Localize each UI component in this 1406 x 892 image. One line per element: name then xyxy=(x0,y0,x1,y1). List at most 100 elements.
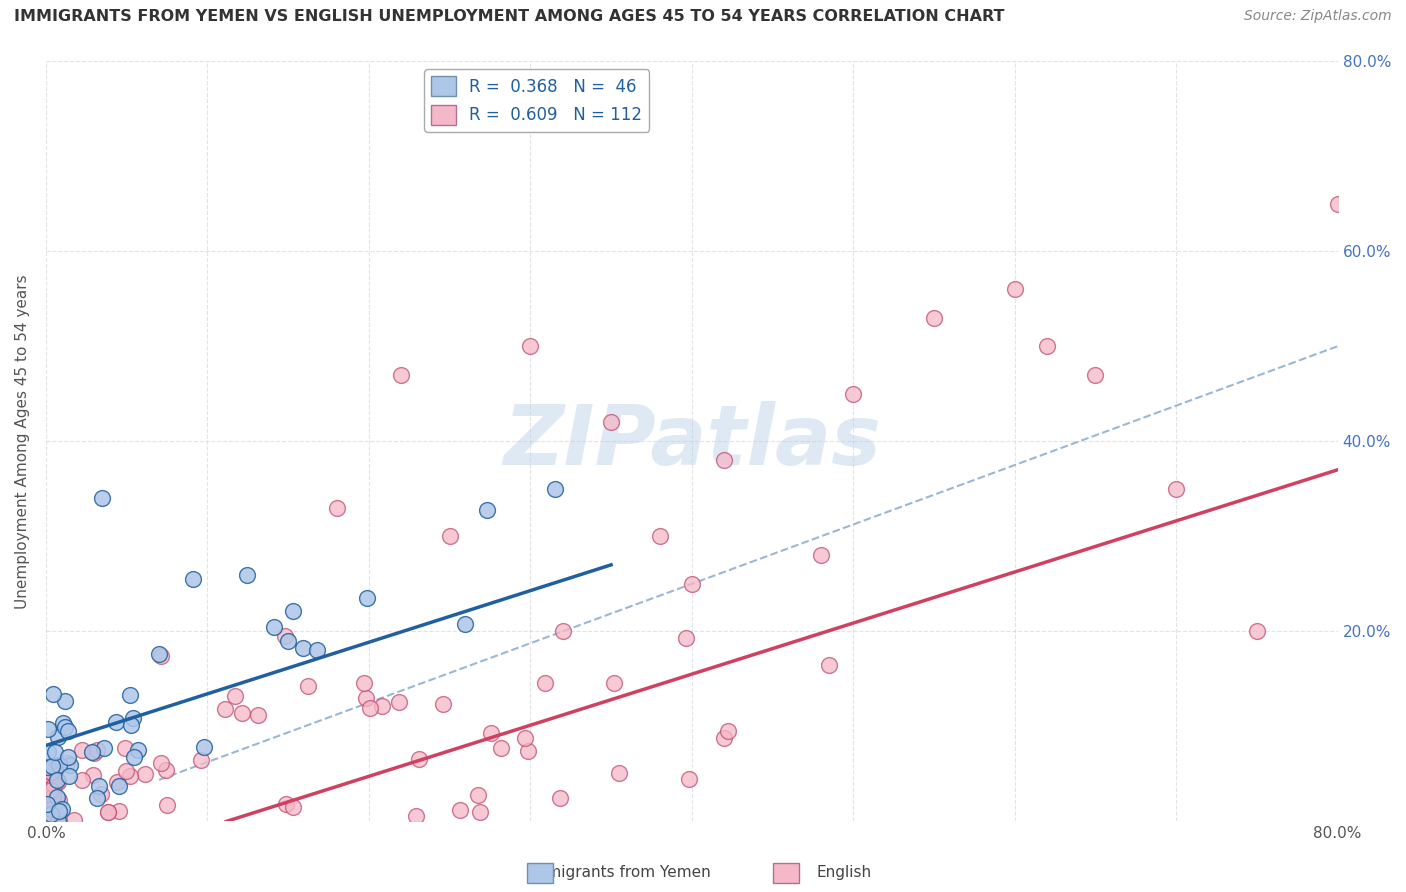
Point xyxy=(389,368,412,382)
Point xyxy=(408,752,430,766)
Point xyxy=(37,778,59,792)
Point xyxy=(713,453,735,467)
Point xyxy=(1326,196,1348,211)
Point xyxy=(1166,482,1188,496)
Point xyxy=(70,743,93,757)
Point xyxy=(277,634,299,648)
Point xyxy=(105,714,128,729)
Text: English: English xyxy=(815,864,872,880)
Point xyxy=(52,715,75,730)
Point xyxy=(56,756,79,770)
Point xyxy=(717,723,740,738)
Point xyxy=(388,695,411,709)
Point xyxy=(236,568,259,582)
Point xyxy=(276,797,298,812)
Point xyxy=(39,806,62,821)
Point xyxy=(356,691,378,706)
Point xyxy=(263,620,285,634)
Point xyxy=(45,773,67,788)
Point xyxy=(713,731,735,745)
Point xyxy=(519,339,541,353)
Point xyxy=(107,779,129,793)
Point xyxy=(134,767,156,781)
Point xyxy=(1246,624,1268,639)
Point xyxy=(97,805,120,820)
Point xyxy=(44,808,66,822)
Point xyxy=(41,780,63,794)
Point xyxy=(48,757,70,772)
Point xyxy=(479,725,502,739)
Text: ZIPatlas: ZIPatlas xyxy=(503,401,880,482)
Point xyxy=(48,805,70,819)
Point xyxy=(246,708,269,723)
Point xyxy=(467,788,489,802)
Point xyxy=(156,798,179,813)
Point xyxy=(181,572,204,586)
Point xyxy=(39,814,62,828)
Point xyxy=(41,789,63,803)
Point xyxy=(648,529,671,543)
Point xyxy=(45,794,67,808)
Point xyxy=(91,491,114,506)
Point xyxy=(108,804,131,818)
Text: Immigrants from Yemen: Immigrants from Yemen xyxy=(527,864,710,880)
Point xyxy=(551,624,574,639)
Point xyxy=(42,786,65,800)
Point xyxy=(38,813,60,827)
Point xyxy=(46,730,69,744)
Point xyxy=(39,809,62,823)
Point xyxy=(45,810,67,824)
Point xyxy=(681,577,703,591)
Point xyxy=(1084,368,1107,382)
Point xyxy=(39,764,62,779)
Point xyxy=(489,741,512,756)
Point xyxy=(118,769,141,783)
Point xyxy=(155,763,177,777)
Point xyxy=(42,762,65,776)
Point xyxy=(37,759,59,773)
Point xyxy=(86,791,108,805)
Point xyxy=(80,745,103,759)
Point xyxy=(45,790,67,805)
Point xyxy=(38,764,60,778)
Point xyxy=(38,796,60,810)
Point xyxy=(86,743,108,757)
Point xyxy=(121,718,143,732)
Point xyxy=(51,802,73,816)
Point xyxy=(37,811,59,825)
Point xyxy=(37,790,59,805)
Point xyxy=(48,793,70,807)
Point xyxy=(468,805,491,819)
Point xyxy=(675,631,697,645)
Point xyxy=(356,591,378,605)
Point xyxy=(35,789,58,804)
Point xyxy=(273,629,295,643)
Point xyxy=(148,647,170,661)
Point xyxy=(603,676,626,690)
Point xyxy=(190,753,212,767)
Point xyxy=(58,769,80,783)
Point xyxy=(42,687,65,701)
Point xyxy=(37,745,59,759)
Point xyxy=(517,744,540,758)
Point xyxy=(150,648,173,663)
Point xyxy=(515,731,537,745)
Point xyxy=(72,772,94,787)
Point xyxy=(37,722,59,736)
Point xyxy=(35,797,58,811)
Point xyxy=(1004,282,1026,296)
Point xyxy=(122,750,145,764)
Point xyxy=(818,657,841,672)
Point xyxy=(127,742,149,756)
Point xyxy=(842,386,865,401)
Point xyxy=(281,604,304,618)
Point xyxy=(46,775,69,789)
Point xyxy=(114,764,136,778)
Point xyxy=(1036,339,1059,353)
Point xyxy=(83,746,105,760)
Point xyxy=(38,813,60,827)
Point xyxy=(114,740,136,755)
Point xyxy=(87,779,110,793)
Point xyxy=(48,814,70,828)
Point xyxy=(439,529,461,543)
